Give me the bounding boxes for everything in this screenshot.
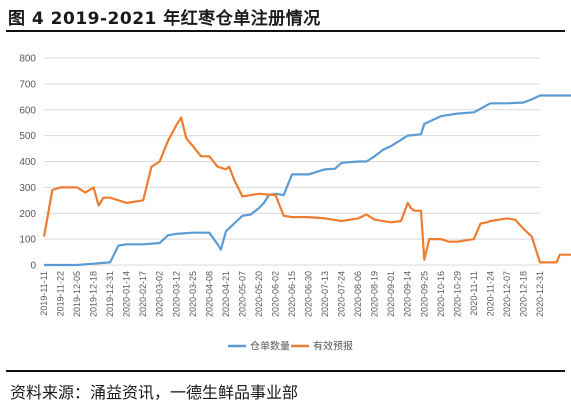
y-tick-label: 200 bbox=[19, 209, 36, 220]
bottom-rule bbox=[6, 370, 565, 372]
y-tick-label: 800 bbox=[19, 54, 36, 65]
x-tick-label: 2019-12-31 bbox=[105, 271, 115, 317]
series-lines bbox=[42, 94, 571, 267]
y-tick-label: 300 bbox=[19, 183, 36, 194]
x-tick-label: 2020-07-13 bbox=[320, 271, 330, 317]
x-tick-label: 2020-05-07 bbox=[237, 271, 247, 317]
legend-label-1: 有效预报 bbox=[313, 340, 353, 353]
y-tick-label: 400 bbox=[19, 157, 36, 168]
x-tick-label: 2019-11-11 bbox=[39, 271, 49, 316]
x-tick-label: 2020-09-14 bbox=[403, 271, 413, 317]
y-axis-ticks: 0 100 200 300 400 500 600 700 800 bbox=[19, 54, 36, 272]
y-tick-label: 0 bbox=[30, 261, 36, 272]
y-tick-label: 500 bbox=[19, 131, 36, 142]
y-tick-label: 600 bbox=[19, 105, 36, 116]
x-tick-label: 2020-11-24 bbox=[485, 271, 495, 316]
series-line-0 bbox=[44, 94, 571, 267]
x-tick-label: 2020-06-02 bbox=[270, 271, 280, 317]
x-tick-label: 2020-07-24 bbox=[337, 271, 347, 317]
series-line-1 bbox=[42, 116, 571, 264]
x-tick-label: 2020-02-17 bbox=[138, 271, 148, 317]
grid-lines bbox=[44, 57, 540, 266]
legend-label-0: 仓单数量 bbox=[250, 340, 290, 353]
x-tick-label: 2020-09-01 bbox=[386, 271, 396, 317]
x-tick-label: 2020-06-15 bbox=[287, 271, 297, 317]
x-tick-label: 2020-10-29 bbox=[452, 271, 462, 317]
x-tick-label: 2020-09-25 bbox=[419, 271, 429, 317]
x-tick-label: 2019-12-05 bbox=[72, 271, 82, 317]
top-rule bbox=[6, 30, 565, 32]
x-tick-label: 2020-10-16 bbox=[436, 271, 446, 317]
figure-title: 图 4 2019-2021 年红枣仓单注册情况 bbox=[8, 9, 321, 29]
x-tick-label: 2020-05-20 bbox=[254, 271, 264, 317]
x-tick-label: 2020-12-31 bbox=[535, 271, 545, 317]
x-tick-label: 2019-11-22 bbox=[56, 271, 66, 316]
x-axis-ticks: 2019-11-11 2019-11-22 2019-12-05 2019-12-18… bbox=[39, 271, 545, 317]
legend: 仓单数量 有效预报 bbox=[228, 340, 353, 353]
x-tick-label: 2020-03-25 bbox=[188, 271, 198, 317]
y-tick-label: 700 bbox=[19, 79, 36, 90]
x-tick-label: 2020-12-18 bbox=[518, 271, 528, 317]
x-tick-label: 2020-03-02 bbox=[155, 271, 165, 317]
x-tick-label: 2020-06-30 bbox=[304, 271, 314, 317]
x-tick-label: 2020-08-06 bbox=[353, 271, 363, 317]
x-tick-label: 2020-08-19 bbox=[370, 271, 380, 317]
x-tick-label: 2019-12-18 bbox=[89, 271, 99, 317]
y-tick-label: 100 bbox=[19, 235, 36, 246]
x-tick-label: 2020-11-11 bbox=[469, 271, 479, 316]
x-tick-label: 2020-12-07 bbox=[502, 271, 512, 317]
x-tick-label: 2020-03-12 bbox=[171, 271, 181, 317]
x-tick-label: 2020-01-14 bbox=[122, 271, 132, 317]
x-tick-label: 2020-04-21 bbox=[221, 271, 231, 317]
x-tick-label: 2020-04-08 bbox=[204, 271, 214, 317]
source-note: 资料来源：涌益资讯，一德生鲜品事业部 bbox=[10, 383, 299, 402]
